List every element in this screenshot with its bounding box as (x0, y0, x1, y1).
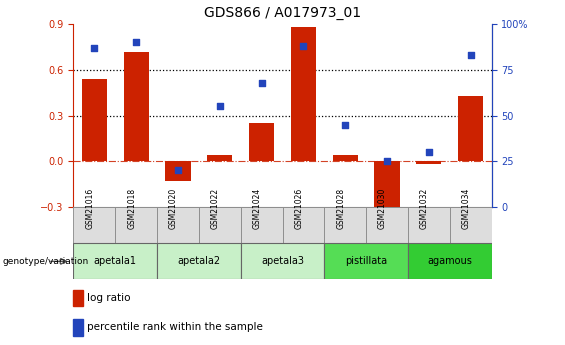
Bar (124, 51, 149, 161)
Bar (207, 155, 232, 161)
Bar (199, 207, 241, 243)
Text: GSM21020: GSM21020 (169, 188, 178, 229)
Title: GDS866 / A017973_01: GDS866 / A017973_01 (204, 6, 361, 20)
Point (173, 168, 182, 173)
Bar (450, 207, 492, 243)
Bar (324, 243, 408, 279)
Text: apetala1: apetala1 (94, 256, 137, 266)
Bar (73, 207, 115, 243)
Bar (241, 243, 324, 279)
Bar (375, 161, 399, 218)
Text: apetala3: apetala3 (261, 256, 304, 266)
Point (257, 80, 266, 86)
Bar (157, 207, 199, 243)
Point (90, 45, 99, 51)
Bar (82, 79, 107, 161)
Text: percentile rank within the sample: percentile rank within the sample (87, 323, 263, 333)
Text: GSM21028: GSM21028 (336, 188, 345, 229)
Point (215, 104, 224, 109)
Bar (157, 243, 241, 279)
Point (132, 40, 141, 45)
Bar (249, 123, 274, 161)
Text: agamous: agamous (427, 256, 472, 266)
Text: log ratio: log ratio (87, 293, 131, 303)
Point (383, 159, 392, 164)
Bar (291, 27, 316, 161)
Bar (366, 207, 408, 243)
Bar (408, 243, 492, 279)
Text: apetala2: apetala2 (177, 256, 220, 266)
Point (466, 52, 475, 58)
Bar (166, 161, 190, 181)
Point (424, 149, 433, 155)
Text: GSM21030: GSM21030 (378, 188, 387, 229)
Bar (73, 319, 82, 336)
Point (341, 122, 350, 127)
Bar (324, 207, 366, 243)
Text: GSM21016: GSM21016 (85, 188, 94, 229)
Text: GSM21032: GSM21032 (420, 188, 429, 229)
Bar (408, 207, 450, 243)
Bar (73, 243, 157, 279)
Text: pistillata: pistillata (345, 256, 387, 266)
Text: GSM21018: GSM21018 (127, 188, 136, 229)
Bar (282, 207, 324, 243)
Text: GSM21022: GSM21022 (211, 188, 220, 229)
Text: GSM21026: GSM21026 (294, 188, 303, 229)
Point (299, 43, 308, 49)
Bar (333, 155, 358, 161)
Text: GSM21034: GSM21034 (462, 188, 471, 229)
Bar (73, 290, 82, 306)
Text: GSM21024: GSM21024 (253, 188, 262, 229)
Bar (241, 207, 282, 243)
Bar (416, 161, 441, 164)
Bar (458, 96, 483, 161)
Bar (115, 207, 157, 243)
Text: genotype/variation: genotype/variation (3, 257, 89, 266)
